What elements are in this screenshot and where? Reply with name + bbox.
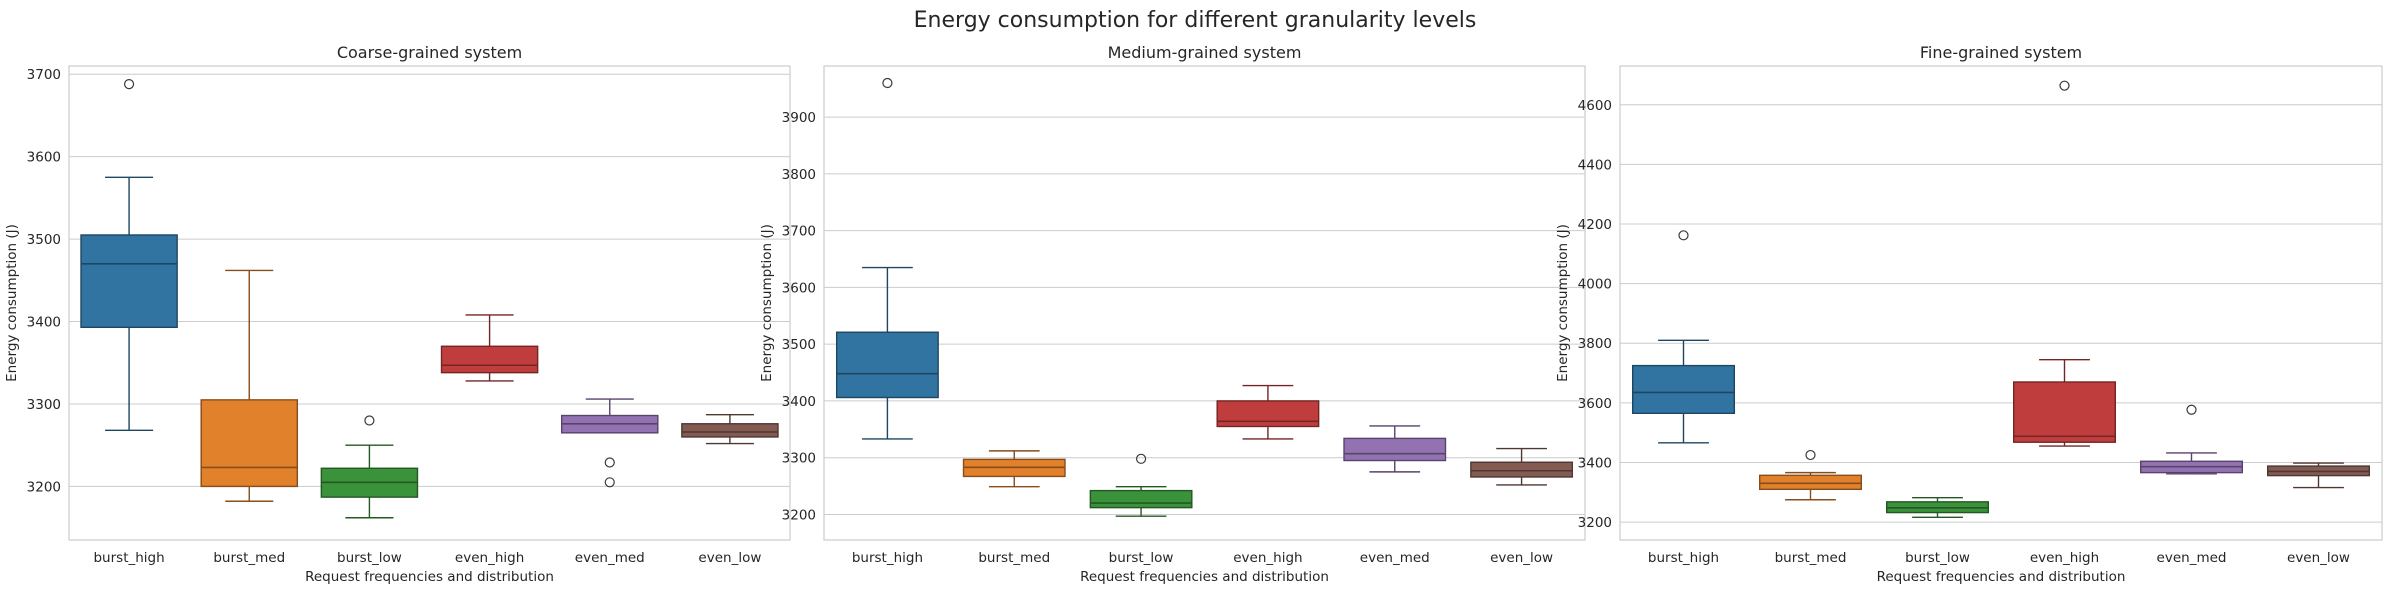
x-tick-label: even_low [1490, 550, 1553, 566]
box-even_med [1343, 425, 1447, 473]
panel-medium-grained: 3200 3300 3400 3500 3600 3700 3800 3900 burst_hi… [759, 43, 1586, 585]
outlier-point [1135, 453, 1147, 464]
y-axis-label: Energy consumption (J) [1555, 224, 1571, 382]
outlier-point [604, 477, 615, 488]
box-iqr [1631, 364, 1735, 415]
x-tick-label: burst_low [337, 550, 402, 566]
y-tick-label: 3200 [1578, 515, 1612, 531]
outlier-point [364, 415, 375, 426]
box-iqr [681, 423, 779, 438]
box-even_high [2012, 80, 2116, 447]
x-axis-label: Request frequencies and distribution [305, 569, 554, 585]
y-tick-label: 3700 [27, 67, 61, 83]
y-tick-label: 3400 [782, 394, 816, 410]
y-axis-label: Energy consumption (J) [759, 224, 775, 382]
box-burst_med [200, 269, 299, 502]
y-tick-label: 3900 [782, 110, 816, 126]
panel-fine-grained: 3200 3400 3600 3800 4000 4200 4400 4600 burst_hi… [1555, 43, 2383, 585]
y-tick-label: 3300 [27, 397, 61, 413]
plot-frame [1619, 65, 2383, 541]
x-tick-label: burst_med [213, 550, 285, 566]
box-even_low [2266, 462, 2370, 489]
panel-title: Fine-grained system [1920, 43, 2082, 62]
outlier-point [2059, 80, 2070, 91]
x-tick-label: burst_high [1648, 550, 1719, 566]
x-tick-label: burst_low [1109, 550, 1174, 566]
x-tick-label: even_high [2030, 550, 2099, 566]
outlier-point [604, 457, 615, 468]
y-tick-label: 4400 [1578, 157, 1612, 173]
box-iqr [2012, 381, 2116, 443]
y-tick-label: 3800 [782, 167, 816, 183]
box-burst_low [320, 415, 419, 519]
box-even_med [2139, 404, 2243, 475]
box-even_low [681, 413, 779, 445]
panel-coarse-grained: 3200 3300 3400 3500 3600 3700 burst_high burst_… [4, 43, 791, 585]
box-iqr [440, 345, 539, 374]
x-tick-label: burst_low [1905, 550, 1970, 566]
y-tick-label: 4600 [1578, 98, 1612, 114]
box-even_high [440, 314, 539, 382]
box-iqr [80, 234, 178, 329]
box-burst_med [1758, 449, 1862, 501]
box-burst_low [1089, 453, 1193, 517]
y-tick-label: 3200 [782, 507, 816, 523]
y-tick-label: 3400 [27, 315, 61, 331]
box-iqr [1758, 474, 1862, 491]
box-burst_high [1631, 230, 1735, 444]
outlier-point [123, 79, 135, 90]
x-tick-label: burst_high [93, 550, 164, 566]
box-burst_high [80, 79, 178, 432]
y-axis-label: Energy consumption (J) [4, 224, 20, 382]
x-tick-label: even_high [455, 550, 524, 566]
box-iqr [1216, 400, 1320, 428]
box-iqr [1470, 461, 1574, 478]
x-axis-label: Request frequencies and distribution [1080, 569, 1329, 585]
box-iqr [1089, 489, 1193, 509]
y-tick-label: 3600 [1578, 396, 1612, 412]
x-tick-label: even_high [1233, 550, 1302, 566]
x-tick-label: even_med [1360, 550, 1430, 566]
y-tick-label: 3300 [782, 451, 816, 467]
panel-title: Medium-grained system [1108, 43, 1302, 62]
box-burst_med [962, 450, 1066, 488]
box-even_med [560, 398, 659, 488]
box-burst_high [835, 77, 939, 440]
box-iqr [200, 399, 299, 488]
y-tick-label: 3800 [1578, 336, 1612, 352]
y-tick-label: 4000 [1578, 277, 1612, 293]
y-tick-label: 3500 [782, 337, 816, 353]
y-tick-label: 3400 [1578, 455, 1612, 471]
box-even_low [1470, 447, 1574, 486]
plot-frame [68, 65, 791, 541]
figure-title: Energy consumption for different granula… [914, 8, 1477, 33]
y-tick-label: 3200 [27, 479, 61, 495]
x-tick-label: burst_med [978, 550, 1050, 566]
plot-frame [823, 65, 1586, 541]
y-tick-label: 3700 [782, 224, 816, 240]
y-tick-label: 3500 [27, 232, 61, 248]
y-tick-label: 3600 [27, 150, 61, 166]
x-axis-label: Request frequencies and distribution [1877, 569, 2126, 585]
x-tick-label: even_low [698, 550, 761, 566]
panel-title: Coarse-grained system [337, 43, 522, 62]
x-tick-label: burst_med [1775, 550, 1847, 566]
outlier-point [882, 77, 893, 89]
box-burst_low [1885, 496, 1989, 519]
outlier-point [1678, 230, 1689, 241]
y-tick-label: 4200 [1578, 217, 1612, 233]
box-even_high [1216, 384, 1320, 440]
box-iqr [1343, 437, 1447, 462]
x-tick-label: even_med [2157, 550, 2227, 566]
x-tick-label: burst_high [852, 550, 923, 566]
outlier-point [2186, 404, 2197, 415]
x-tick-label: even_med [575, 550, 645, 566]
outlier-point [1805, 449, 1816, 461]
y-tick-label: 3600 [782, 280, 816, 296]
box-iqr [835, 331, 939, 399]
x-tick-label: even_low [2287, 550, 2350, 566]
